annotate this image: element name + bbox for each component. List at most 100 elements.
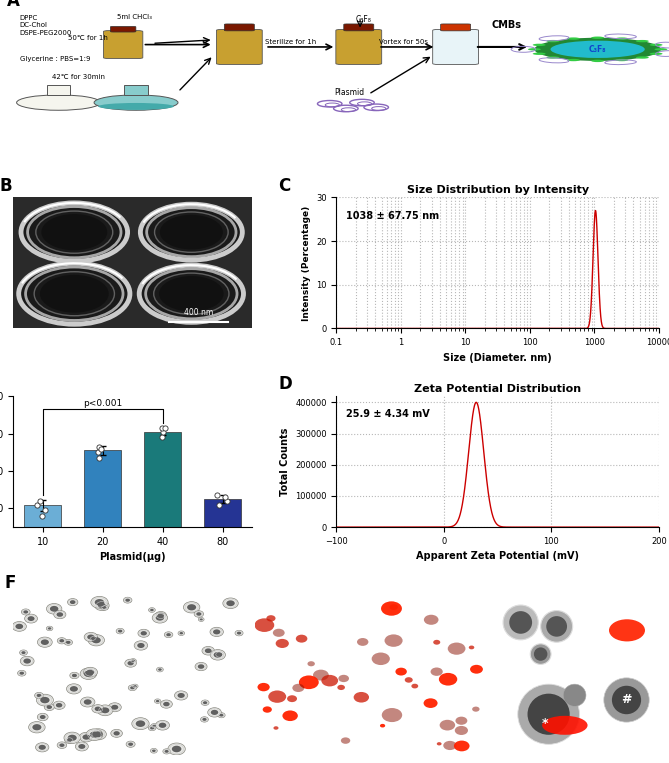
Circle shape [126,741,135,747]
Circle shape [196,612,201,616]
Circle shape [591,37,604,39]
Circle shape [199,618,203,620]
Circle shape [151,749,157,753]
Circle shape [194,610,203,617]
Circle shape [70,686,78,692]
Circle shape [21,609,30,615]
Circle shape [86,669,94,674]
Circle shape [541,610,573,642]
Circle shape [175,691,188,700]
Circle shape [21,651,25,654]
Circle shape [94,95,178,111]
Circle shape [114,731,120,736]
Circle shape [563,684,586,707]
Ellipse shape [542,716,587,735]
Circle shape [423,698,438,708]
Circle shape [101,707,110,713]
Circle shape [533,53,546,55]
Circle shape [94,707,101,711]
Text: A: A [7,0,20,10]
Circle shape [125,598,130,602]
Circle shape [54,610,66,619]
Circle shape [111,729,122,737]
Point [219,491,230,504]
Circle shape [274,726,278,729]
Circle shape [155,720,169,730]
Bar [24,505,62,583]
Circle shape [158,668,162,671]
Circle shape [385,634,403,647]
Circle shape [308,662,315,666]
Text: CMBs: CMBs [491,20,521,30]
Text: 5ml CHCl₃: 5ml CHCl₃ [116,14,152,20]
Circle shape [64,639,72,645]
Circle shape [66,641,71,644]
Circle shape [37,637,52,647]
Point [157,422,167,434]
Circle shape [205,649,211,653]
Circle shape [380,724,385,727]
Circle shape [153,613,167,623]
Text: Vortex for 50s: Vortex for 50s [379,39,427,45]
Circle shape [32,724,41,730]
Circle shape [41,639,49,645]
Point [40,504,51,517]
Circle shape [111,705,118,710]
Circle shape [19,650,27,655]
Circle shape [273,629,285,637]
Point [37,510,47,522]
Circle shape [35,742,49,752]
Circle shape [434,640,440,645]
Circle shape [140,204,242,260]
Circle shape [455,726,468,735]
Text: C: C [278,177,290,195]
Circle shape [287,695,297,702]
Text: B: B [0,177,11,195]
Circle shape [509,611,532,634]
Circle shape [128,742,133,746]
Circle shape [88,635,104,646]
Circle shape [125,659,136,667]
Circle shape [321,674,338,687]
Text: 400 nm: 400 nm [184,307,213,317]
Circle shape [567,37,580,40]
X-axis label: Plasmid(μg): Plasmid(μg) [100,552,166,562]
Bar [145,432,181,583]
Circle shape [82,735,90,740]
Circle shape [160,215,223,250]
Circle shape [19,671,24,674]
Circle shape [78,744,86,749]
Circle shape [36,694,54,706]
Circle shape [53,701,65,710]
Circle shape [44,703,54,710]
Circle shape [98,603,106,608]
Bar [84,450,122,583]
Circle shape [226,600,235,606]
FancyBboxPatch shape [224,24,254,31]
Circle shape [165,632,173,638]
Circle shape [92,637,101,643]
Circle shape [159,723,167,728]
Circle shape [183,602,200,613]
Circle shape [90,729,106,740]
Circle shape [84,699,92,705]
Circle shape [155,699,161,703]
Circle shape [47,627,52,629]
Circle shape [533,43,546,46]
FancyBboxPatch shape [441,24,470,31]
Circle shape [15,623,23,629]
Circle shape [454,741,470,752]
Circle shape [46,604,62,614]
Ellipse shape [609,620,645,642]
Circle shape [97,705,113,716]
Circle shape [80,732,93,742]
Circle shape [254,618,274,632]
Circle shape [118,629,122,633]
Circle shape [27,617,35,621]
Circle shape [266,615,276,622]
Circle shape [337,685,345,690]
Circle shape [149,607,155,612]
Circle shape [168,743,185,755]
Point [35,495,45,507]
Circle shape [41,214,107,250]
